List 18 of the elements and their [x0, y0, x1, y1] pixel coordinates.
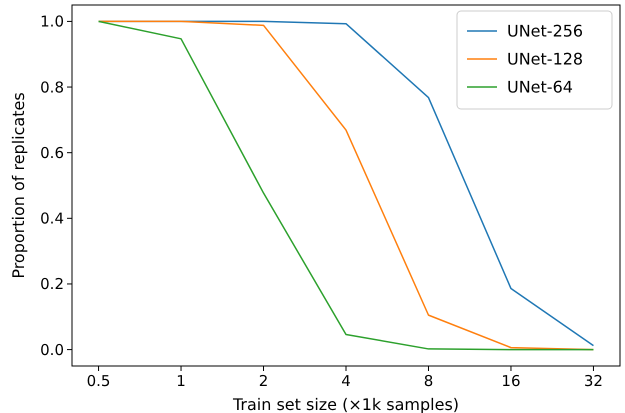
x-tick-label: 0.5 [86, 372, 110, 390]
x-tick-label: 16 [501, 372, 521, 390]
y-tick-label: 0.6 [40, 144, 64, 162]
legend-label: UNet-256 [507, 22, 584, 41]
y-axis-title: Proportion of replicates [9, 92, 28, 279]
x-tick-label: 1 [176, 372, 186, 390]
y-tick-label: 0.4 [40, 210, 64, 228]
y-tick-label: 0.8 [40, 78, 64, 96]
x-tick-label: 32 [584, 372, 603, 390]
legend-label: UNet-128 [507, 50, 584, 69]
x-tick-label: 2 [258, 372, 268, 390]
y-tick-label: 1.0 [40, 12, 64, 31]
y-tick-label: 0.0 [40, 340, 64, 359]
x-tick-label: 4 [341, 372, 351, 390]
x-axis-title: Train set size (×1k samples) [232, 395, 460, 413]
y-tick-label: 0.2 [40, 275, 64, 294]
legend-label: UNet-64 [507, 78, 573, 97]
x-tick-label: 8 [424, 372, 434, 390]
